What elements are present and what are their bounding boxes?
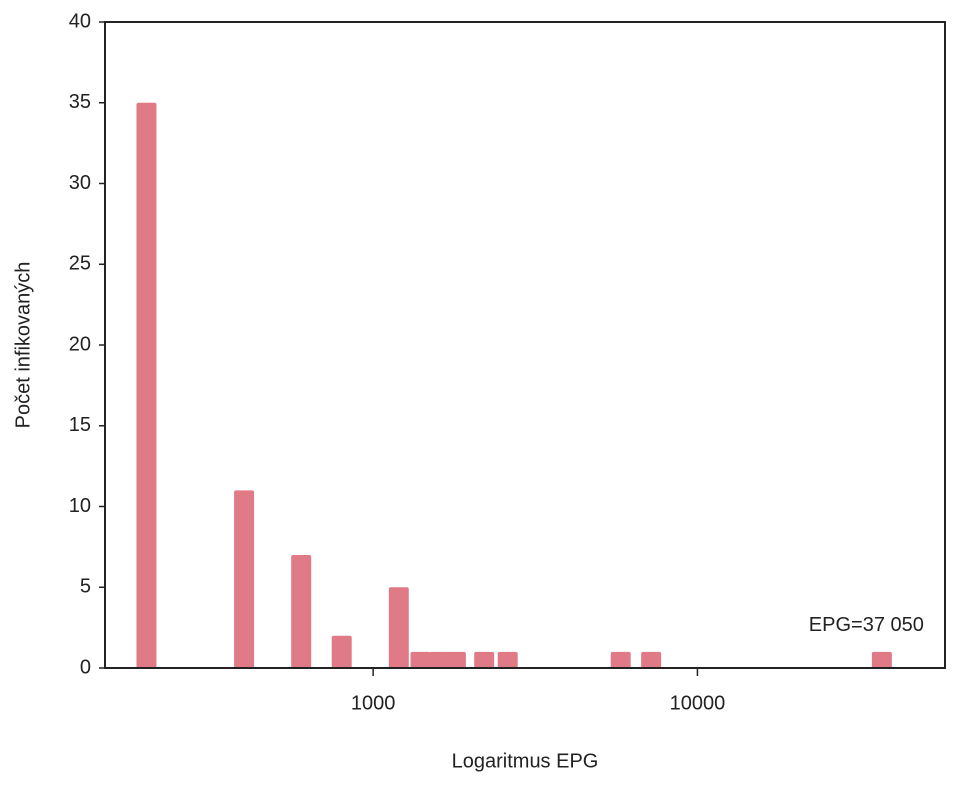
plot-frame (104, 21, 946, 669)
y-tick-label: 5 (80, 576, 91, 598)
x-tick-label: 10000 (670, 692, 726, 714)
x-axis-label: Logaritmus EPG (452, 750, 599, 772)
bar (871, 651, 892, 668)
y-tick-label: 30 (69, 172, 91, 194)
bar (410, 651, 431, 668)
y-tick-label: 0 (80, 656, 91, 678)
y-tick-label: 25 (69, 253, 91, 275)
bar (429, 651, 450, 668)
bar (641, 651, 662, 668)
y-tick-label: 20 (69, 333, 91, 355)
bar (474, 651, 495, 668)
y-tick-label: 15 (69, 414, 91, 436)
bar (331, 635, 352, 668)
annotation: EPG=37 050 (809, 614, 924, 636)
bar (136, 102, 157, 668)
y-tick-label: 35 (69, 91, 91, 113)
bar (234, 490, 255, 668)
y-tick-label: 10 (69, 495, 91, 517)
x-tick-label: 1000 (351, 692, 396, 714)
y-axis-label: Počet infikovaných (12, 262, 34, 429)
bar (497, 651, 518, 668)
bar (610, 651, 631, 668)
bar (291, 554, 312, 668)
bar (445, 651, 466, 668)
y-tick-label: 40 (69, 10, 91, 32)
bar (388, 587, 409, 668)
